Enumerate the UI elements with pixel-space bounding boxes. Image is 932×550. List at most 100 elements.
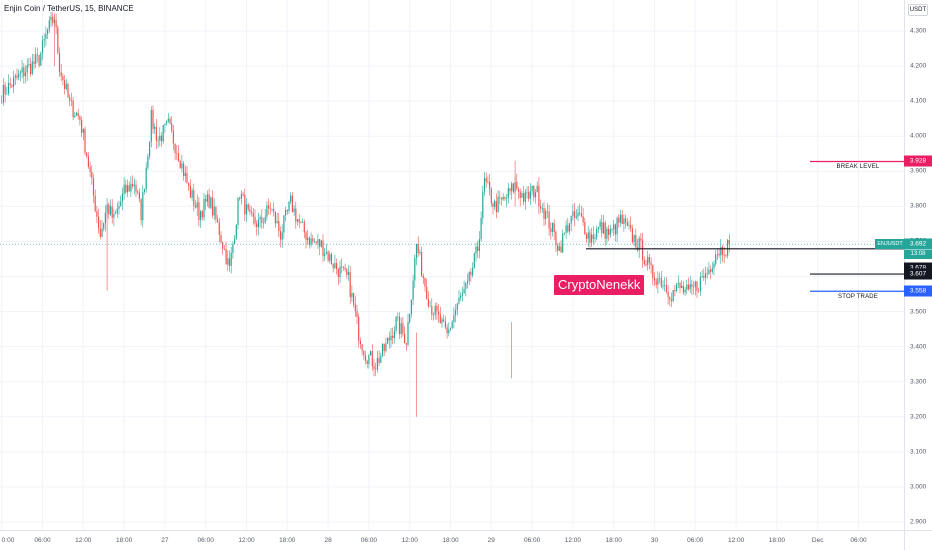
candle-body	[193, 190, 195, 206]
candle-body	[415, 243, 418, 259]
candle-body	[50, 16, 52, 21]
candle-body	[546, 211, 548, 212]
candle-body	[82, 129, 84, 133]
candle-body	[268, 205, 270, 209]
candle-body	[1, 102, 3, 104]
time-tick-label: 18:00	[605, 537, 622, 544]
candle-body	[23, 67, 25, 77]
candle-body	[13, 77, 15, 87]
candle-body	[189, 185, 191, 198]
candle-body	[113, 214, 115, 218]
candle-body	[490, 189, 492, 204]
candle-body	[718, 253, 720, 256]
candle-body	[303, 221, 305, 233]
candle-body	[33, 61, 35, 64]
symbol-tag: ENJUSDT	[875, 239, 904, 250]
candle-body	[463, 288, 465, 294]
candle-body	[438, 311, 440, 315]
candle-body	[240, 193, 242, 199]
candle-body	[655, 280, 657, 285]
candle-body	[689, 284, 691, 290]
candle-body	[108, 204, 110, 215]
candle-body	[489, 182, 491, 190]
candle-body	[577, 212, 579, 217]
time-tick-label: 18:00	[442, 537, 459, 544]
candle-body	[543, 208, 545, 219]
candle-body	[266, 205, 268, 217]
candle-body	[720, 246, 722, 256]
candle-body	[19, 72, 21, 74]
candle-body	[281, 232, 283, 240]
candle-body	[183, 163, 185, 176]
candle-body	[562, 233, 564, 253]
candle-body	[421, 252, 423, 277]
candle-body	[341, 266, 343, 268]
candle-body	[657, 278, 659, 285]
time-axis[interactable]: 0:00 06:00 12:00 18:00 27 06:00 12:00 18:00 28 06…	[0, 530, 904, 550]
candle-body	[619, 214, 622, 223]
candle-body	[252, 213, 254, 217]
candle-body	[652, 264, 654, 279]
currency-button[interactable]: USDT	[908, 4, 928, 16]
candle-body	[296, 219, 299, 222]
candle-body	[11, 84, 13, 87]
candle-body	[533, 185, 535, 198]
candle-body	[172, 130, 174, 144]
candle-body	[410, 299, 412, 314]
candle-body	[485, 178, 487, 182]
candle-body	[606, 228, 608, 239]
candle-body	[14, 75, 16, 78]
candle-body	[6, 93, 8, 95]
candle-body	[387, 337, 389, 344]
candle-body	[477, 246, 479, 251]
candle-body	[550, 228, 552, 232]
candle-body	[16, 75, 18, 78]
candle-body	[456, 303, 458, 310]
candle-body	[52, 16, 54, 23]
candle-body	[65, 84, 67, 89]
candle-body	[625, 218, 627, 223]
candle-body	[62, 76, 64, 81]
candle-body	[551, 223, 554, 232]
candle-body	[512, 183, 514, 192]
candle-body	[580, 213, 582, 217]
time-tick-label: 06:00	[523, 537, 541, 544]
candle-body	[191, 190, 193, 198]
candle-body	[710, 269, 712, 272]
candle-body	[120, 201, 122, 207]
candle-body	[109, 206, 112, 215]
candle-body	[412, 280, 414, 300]
candle-body	[509, 188, 511, 192]
candle-body	[103, 223, 105, 229]
candle-body	[444, 320, 446, 328]
candle-body	[458, 297, 460, 304]
candle-body	[237, 197, 239, 225]
candle-body	[150, 109, 152, 142]
candles	[1, 12, 730, 417]
candle-body	[344, 267, 346, 270]
candle-body	[149, 141, 151, 157]
candle-body	[223, 248, 225, 250]
chart-area[interactable]: Enjin Coin / TetherUS, 15, BINANCE Crypt…	[0, 0, 904, 530]
candle-body	[232, 243, 234, 253]
candle-body	[694, 281, 696, 287]
candle-body	[409, 313, 411, 323]
candle-body	[407, 322, 409, 345]
candle-body	[575, 216, 577, 218]
candle-body	[540, 206, 542, 209]
time-tick-label: 28	[324, 537, 332, 544]
candle-body	[324, 253, 326, 256]
candle-body	[451, 321, 453, 329]
price-chart[interactable]	[0, 0, 904, 530]
candle-body	[393, 330, 395, 338]
candle-body	[176, 152, 178, 154]
watermark-label: CryptoNenekk	[554, 275, 645, 295]
candle-body	[461, 293, 463, 296]
candle-body	[596, 228, 598, 238]
candle-body	[397, 316, 399, 318]
candle-body	[89, 167, 91, 172]
candle-body	[218, 222, 220, 236]
candle-body	[511, 183, 513, 192]
candle-body	[524, 192, 526, 202]
price-tick-label: 3.400	[910, 343, 927, 351]
